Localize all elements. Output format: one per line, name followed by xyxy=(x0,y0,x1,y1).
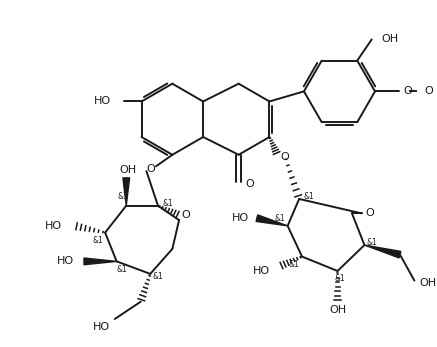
Text: &1: &1 xyxy=(303,192,314,201)
Text: &1: &1 xyxy=(289,260,300,269)
Text: OH: OH xyxy=(120,165,137,175)
Text: OH: OH xyxy=(381,34,399,44)
Text: HO: HO xyxy=(232,213,249,223)
Text: HO: HO xyxy=(57,256,74,266)
Text: O: O xyxy=(181,210,190,220)
Text: O: O xyxy=(424,86,433,96)
Text: &1: &1 xyxy=(153,272,163,281)
Text: &1: &1 xyxy=(367,238,378,247)
Text: HO: HO xyxy=(253,266,271,276)
Text: O: O xyxy=(365,208,374,218)
Text: OH: OH xyxy=(419,278,436,288)
Text: HO: HO xyxy=(94,96,111,107)
Polygon shape xyxy=(256,215,288,226)
Text: &1: &1 xyxy=(118,192,129,201)
Text: &1: &1 xyxy=(116,264,127,273)
Polygon shape xyxy=(84,258,117,265)
Text: O: O xyxy=(147,164,156,174)
Text: HO: HO xyxy=(93,322,110,332)
Text: &1: &1 xyxy=(162,199,173,208)
Text: O: O xyxy=(404,86,413,96)
Polygon shape xyxy=(364,245,401,258)
Text: OH: OH xyxy=(329,305,346,315)
Text: O: O xyxy=(281,152,289,162)
Text: O: O xyxy=(246,179,255,188)
Text: &1: &1 xyxy=(334,274,345,283)
Text: &1: &1 xyxy=(274,214,285,223)
Text: HO: HO xyxy=(45,221,62,231)
Text: &1: &1 xyxy=(92,236,103,245)
Polygon shape xyxy=(123,178,130,206)
